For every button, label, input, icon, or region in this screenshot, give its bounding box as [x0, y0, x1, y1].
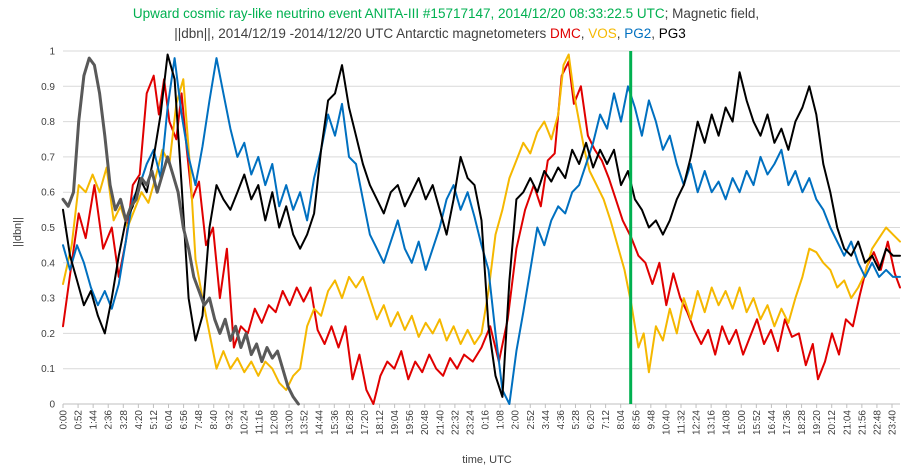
x-tick-label: 22:32 [450, 410, 461, 435]
x-tick-label: 10:40 [661, 410, 672, 435]
x-tick-label: 3:44 [541, 410, 552, 430]
x-tick-label: 23:24 [465, 410, 476, 435]
x-tick-label: 0:52 [74, 410, 85, 430]
y-axis-label: ||dbn|| [12, 217, 24, 247]
x-tick-label: 15:36 [330, 410, 341, 435]
y-tick-label: 0.7 [41, 152, 55, 163]
x-tick-label: 7:48 [194, 410, 205, 430]
x-tick-label: 3:28 [119, 410, 130, 430]
x-tick-label: 11:16 [254, 410, 265, 435]
x-tick-label: 22:48 [872, 410, 883, 435]
gridlines [63, 50, 900, 370]
x-tick-label: 4:36 [556, 410, 567, 430]
x-tick-label: 6:20 [586, 410, 597, 430]
x-tick-label: 16:44 [767, 410, 778, 435]
x-tick-label: 5:28 [571, 410, 582, 430]
x-tick-label: 18:28 [797, 410, 808, 435]
y-tick-label: 0.9 [41, 82, 55, 93]
x-tick-label: 9:48 [646, 410, 657, 430]
y-tick-label: 0.6 [41, 188, 55, 199]
legend-sep-2: , [617, 26, 625, 41]
x-tick-label: 13:16 [707, 410, 718, 435]
x-tick-label: 21:04 [842, 410, 853, 435]
series-line-pg3 [62, 53, 901, 398]
x-tick-label: 6:04 [164, 410, 175, 430]
chart-title-line-2: ||dbn||, 2014/12/19 -2014/12/20 UTC Anta… [174, 26, 686, 41]
x-tick-label: 16:28 [345, 410, 356, 435]
x-tick-labels: 0:00 0:52 1:44 2:36 3:28 4:20 5:12 6:04 6:56 7:48… [59, 404, 899, 435]
series-line-pg2 [62, 57, 901, 405]
y-tick-label: 0.1 [41, 364, 55, 375]
y-tick-label: 1 [49, 47, 55, 58]
x-tick-label: 13:52 [300, 410, 311, 435]
x-tick-label: 20:48 [420, 410, 431, 435]
x-tick-label: 12:08 [270, 410, 281, 435]
legend-sep-1: , [581, 26, 589, 41]
x-tick-label: 17:20 [360, 410, 371, 435]
x-tick-label: 19:56 [405, 410, 416, 435]
legend-dmc: DMC [550, 26, 581, 41]
x-tick-label: 2:52 [526, 410, 537, 430]
x-axis-label: time, UTC [462, 454, 512, 466]
y-tick-label: 0.2 [41, 329, 55, 340]
x-tick-label: 9:32 [224, 410, 235, 430]
x-tick-label: 0:00 [59, 410, 70, 430]
x-tick-label: 7:12 [601, 410, 612, 430]
x-tick-label: 15:52 [752, 410, 763, 435]
x-tick-label: 14:08 [722, 410, 733, 435]
x-tick-label: 1:44 [89, 410, 100, 430]
x-tick-label: 13:00 [285, 410, 296, 435]
x-tick-label: 18:12 [375, 410, 386, 435]
series-line-unlabeled [61, 56, 300, 406]
x-tick-label: 20:12 [827, 410, 838, 435]
y-tick-label: 0 [49, 400, 55, 411]
legend-pg2: PG2 [624, 26, 651, 41]
y-tick-label: 0.4 [41, 258, 55, 269]
x-tick-label: 10:24 [239, 410, 250, 435]
x-tick-label: 4:20 [134, 410, 145, 430]
x-tick-label: 12:24 [692, 410, 703, 435]
legend-pg3: PG3 [659, 26, 686, 41]
x-tick-label: 21:40 [435, 410, 446, 435]
x-tick-label: 19:04 [390, 410, 401, 435]
chart-title-line-1-suffix: ; Magnetic field, [665, 6, 760, 21]
x-tick-label: 0:16 [481, 410, 492, 430]
chart-title-line-1-prefix: Upward cosmic ray-like neutrino event AN… [133, 6, 665, 21]
x-tick-label: 6:56 [179, 410, 190, 430]
y-tick-label: 0.8 [41, 117, 55, 128]
x-tick-label: 8:40 [209, 410, 220, 430]
x-tick-label: 19:20 [812, 410, 823, 435]
x-tick-label: 11:32 [676, 410, 687, 435]
x-tick-label: 2:36 [104, 410, 115, 430]
x-tick-label: 8:04 [616, 410, 627, 430]
x-tick-label: 2:00 [511, 410, 522, 430]
y-tick-label: 0.3 [41, 294, 55, 305]
x-tick-label: 14:44 [315, 410, 326, 435]
x-tick-label: 8:56 [631, 410, 642, 430]
x-tick-label: 23:40 [888, 410, 899, 435]
x-tick-label: 15:00 [737, 410, 748, 435]
series-lines [61, 53, 901, 406]
legend-sep-3: , [651, 26, 659, 41]
x-tick-label: 21:56 [857, 410, 868, 435]
chart-title-line-1: Upward cosmic ray-like neutrino event AN… [133, 6, 759, 21]
x-tick-label: 1:08 [496, 410, 507, 430]
legend-vos: VOS [588, 26, 617, 41]
y-tick-labels: 0 0.1 0.2 0.3 0.4 0.5 0.6 0.7 0.8 0.9 1 [41, 47, 55, 411]
y-tick-label: 0.5 [41, 223, 55, 234]
x-tick-label: 17:36 [782, 410, 793, 435]
series-line-dmc [62, 60, 901, 405]
chart-title-line-2-text: ||dbn||, 2014/12/19 -2014/12/20 UTC Anta… [174, 26, 550, 41]
series-line-vos [62, 53, 901, 391]
x-tick-label: 5:12 [149, 410, 160, 430]
